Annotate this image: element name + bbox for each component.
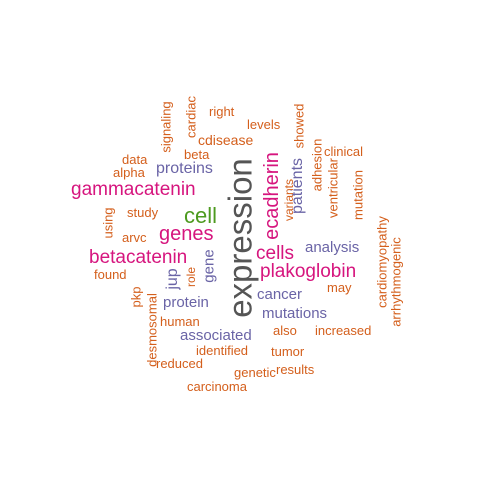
word-protein: protein bbox=[163, 294, 209, 311]
word-expression: expression bbox=[221, 158, 259, 318]
word-signaling: signaling bbox=[158, 101, 174, 153]
word-using: using bbox=[100, 207, 116, 239]
word-ventricular: ventricular bbox=[325, 158, 341, 218]
word-right: right bbox=[209, 104, 235, 119]
word-showed: showed bbox=[291, 103, 307, 149]
word-cancer: cancer bbox=[257, 286, 303, 303]
word-identified: identified bbox=[196, 343, 249, 358]
word-cardiac: cardiac bbox=[183, 96, 199, 138]
word-results: results bbox=[276, 362, 315, 377]
word-study: study bbox=[127, 205, 159, 220]
word-cardiomyopathy: cardiomyopathy bbox=[374, 216, 390, 308]
word-ecadherin: ecadherin bbox=[261, 152, 283, 240]
word-clinical: clinical bbox=[324, 144, 364, 159]
word-may: may bbox=[327, 280, 352, 295]
word-genetic: genetic bbox=[234, 365, 276, 380]
word-increased: increased bbox=[315, 323, 372, 338]
word-proteins: proteins bbox=[156, 160, 213, 177]
word-jup: jup bbox=[164, 268, 181, 290]
word-genes: genes bbox=[159, 223, 214, 245]
word-mutations: mutations bbox=[262, 305, 328, 322]
word-pkp: pkp bbox=[128, 286, 144, 308]
word-reduced: reduced bbox=[156, 356, 203, 371]
word-variants: variants bbox=[282, 178, 296, 222]
word-carcinoma: carcinoma bbox=[187, 379, 247, 394]
word-arrhythmogenic: arrhythmogenic bbox=[388, 237, 404, 327]
word-cells: cells bbox=[256, 243, 295, 264]
word-mutation: mutation bbox=[350, 170, 366, 220]
word-data: data bbox=[122, 152, 148, 167]
word-alpha: alpha bbox=[113, 165, 145, 180]
word-associated: associated bbox=[180, 327, 252, 344]
word-adhesion: adhesion bbox=[309, 138, 325, 192]
word-arvc: arvc bbox=[122, 230, 147, 245]
word-gammacatenin: gammacatenin bbox=[71, 179, 196, 200]
word-levels: levels bbox=[247, 117, 281, 132]
word-also: also bbox=[273, 323, 297, 338]
word-cdisease: cdisease bbox=[198, 132, 254, 148]
word-role: role bbox=[184, 266, 198, 288]
word-betacatenin: betacatenin bbox=[89, 247, 188, 268]
word-plakoglobin: plakoglobin bbox=[260, 261, 357, 282]
word-human: human bbox=[160, 314, 200, 329]
word-beta: beta bbox=[184, 147, 210, 162]
word-analysis: analysis bbox=[305, 239, 360, 256]
word-cell: cell bbox=[184, 203, 218, 228]
word-found: found bbox=[94, 267, 127, 282]
word-tumor: tumor bbox=[271, 344, 305, 359]
word-gene: gene bbox=[200, 249, 218, 283]
